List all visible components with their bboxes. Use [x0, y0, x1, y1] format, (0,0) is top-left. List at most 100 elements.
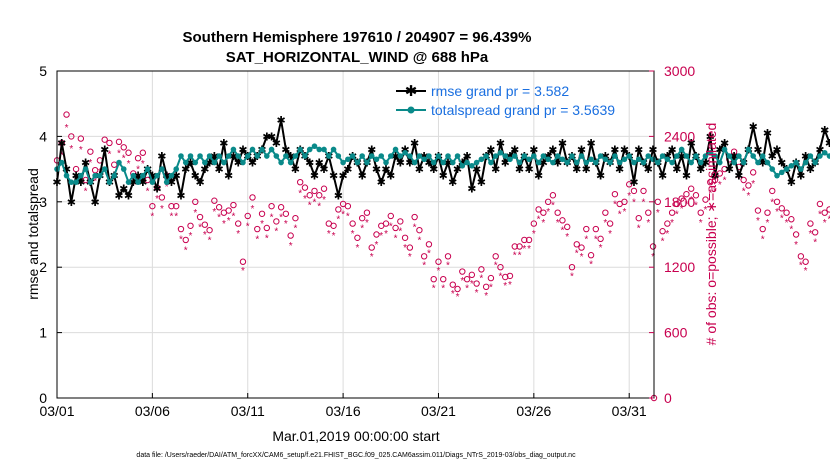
possible-point [764, 209, 771, 216]
possible-point [716, 170, 724, 177]
rmse-point: ✱ [338, 171, 347, 183]
possible-point [702, 196, 709, 203]
rmse-point: ✱ [386, 171, 395, 183]
rmse-point: ✱ [486, 144, 495, 156]
totalspread-point [607, 159, 613, 166]
assimilated-point: * [417, 235, 421, 246]
totalspread-point [58, 159, 65, 166]
y-right-tick-label: 3000 [664, 63, 695, 79]
possible-point [201, 221, 209, 228]
assimilated-point: * [451, 289, 455, 300]
rmse-point: ✱ [205, 158, 214, 170]
totalspread-point [311, 143, 318, 150]
possible-point [564, 223, 571, 231]
totalspread-point [421, 156, 427, 163]
assimilated-point: * [484, 291, 488, 302]
assimilated-point: * [289, 241, 293, 252]
assimilated-point: * [475, 288, 479, 299]
assimilated-point: * [327, 229, 331, 240]
assimilated-point: * [69, 144, 73, 155]
possible-point [168, 202, 175, 210]
possible-point [649, 243, 657, 250]
possible-point [425, 241, 433, 248]
assimilated-point: * [708, 189, 712, 200]
possible-point [292, 214, 299, 222]
assimilated-point: * [60, 150, 64, 161]
rmse-point: ✱ [319, 164, 328, 176]
totalspread-point [626, 153, 633, 159]
chart-subtitle: SAT_HORIZONTAL_WIND @ 688 hPa [226, 49, 489, 66]
totalspread-point [755, 159, 761, 166]
rmse-point: ✱ [701, 158, 710, 170]
totalspread-point [511, 153, 518, 159]
totalspread-point [159, 166, 165, 172]
rmse-point: ✱ [572, 164, 581, 176]
assimilated-point: * [422, 261, 426, 272]
rmse-point: ✱ [510, 144, 519, 156]
assimilated-point: * [584, 234, 588, 245]
rmse-point: ✱ [219, 138, 228, 150]
possible-point [263, 224, 271, 232]
rmse-point: ✱ [100, 144, 109, 156]
totalspread-point [430, 159, 437, 166]
possible-point [573, 241, 580, 248]
rmse-point: ✱ [586, 138, 595, 150]
rmse-point: ✱ [515, 164, 524, 176]
rmse-point: ✱ [343, 164, 352, 176]
totalspread-point [173, 166, 180, 172]
possible-point [344, 202, 352, 210]
totalspread-point [726, 153, 733, 159]
totalspread-point [163, 179, 170, 185]
totalspread-point [602, 156, 609, 163]
totalspread-point [798, 166, 804, 172]
totalspread-point [721, 146, 728, 153]
possible-point [111, 161, 118, 168]
rmse-point: ✱ [768, 151, 777, 163]
y-right-tick-label: 2400 [664, 128, 695, 144]
assimilated-point: * [413, 222, 417, 233]
possible-point [249, 194, 256, 201]
assimilated-point: * [622, 207, 626, 218]
totalspread-point [769, 166, 776, 172]
possible-point [134, 155, 142, 162]
possible-point [277, 204, 285, 211]
possible-point [330, 222, 337, 229]
assimilated-point: * [122, 154, 126, 165]
totalspread-point [593, 159, 599, 166]
totalspread-point [154, 172, 160, 179]
possible-point [77, 135, 85, 142]
totalspread-point [802, 159, 809, 166]
assimilated-point: * [198, 222, 202, 233]
assimilated-point: * [503, 281, 507, 292]
assimilated-point: * [603, 218, 607, 229]
totalspread-point [774, 172, 780, 179]
rmse-point: ✱ [281, 144, 290, 156]
totalspread-point [507, 156, 513, 163]
rmse-point: ✱ [787, 177, 796, 189]
assimilated-point: * [379, 231, 383, 242]
totalspread-point [230, 146, 237, 153]
possible-point [301, 184, 309, 191]
assimilated-point: * [346, 211, 350, 222]
assimilated-point: * [613, 199, 617, 210]
rmse-point: ✱ [186, 158, 195, 170]
possible-point [211, 197, 218, 204]
possible-point [668, 209, 676, 216]
y-tick-label: 0 [39, 390, 47, 406]
assimilated-point: * [446, 261, 450, 272]
rmse-point: ✱ [415, 164, 424, 176]
totalspread-point [140, 172, 146, 179]
assimilated-point: * [284, 219, 288, 230]
assimilated-point: * [470, 279, 474, 290]
rmse-point: ✱ [658, 171, 667, 183]
totalspread-point [149, 179, 156, 185]
totalspread-point [616, 159, 623, 166]
totalspread-point [264, 153, 270, 159]
rmse-point: ✱ [825, 138, 830, 150]
totalspread-point [516, 159, 523, 166]
assimilated-point: * [79, 145, 83, 156]
totalspread-point [78, 172, 84, 179]
assimilated-point: * [255, 234, 259, 245]
totalspread-point [187, 153, 194, 159]
assimilated-point: * [718, 180, 722, 191]
